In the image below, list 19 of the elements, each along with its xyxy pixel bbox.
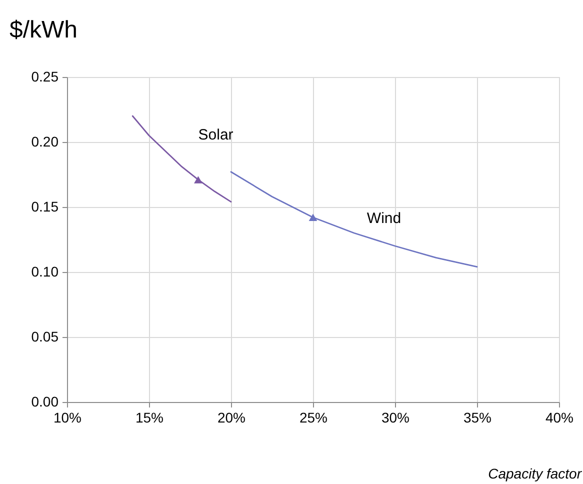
y-tick-label: 0.15: [31, 198, 59, 214]
y-axis-title: $/kWh: [10, 16, 78, 44]
series-label: Solar: [198, 126, 234, 144]
y-tick-label: 0.05: [31, 328, 59, 344]
y-tick-label: 0.20: [31, 134, 59, 150]
x-tick-label: 20%: [217, 410, 246, 426]
series-label: Wind: [366, 210, 402, 227]
x-tick-label: 10%: [53, 410, 82, 426]
y-tick-label: 0.00: [31, 394, 59, 410]
x-tick-label: 40%: [545, 410, 574, 426]
x-tick-label: 30%: [381, 410, 410, 426]
x-tick-label: 15%: [135, 410, 164, 426]
x-tick-label: 35%: [463, 410, 492, 426]
line-series: [230, 171, 478, 268]
line-series: [132, 115, 232, 202]
x-tick-label: 25%: [299, 410, 328, 426]
y-tick-label: 0.25: [31, 68, 59, 84]
y-tick-label: 0.10: [31, 264, 59, 280]
x-axis-title: Capacity factor: [488, 466, 583, 482]
